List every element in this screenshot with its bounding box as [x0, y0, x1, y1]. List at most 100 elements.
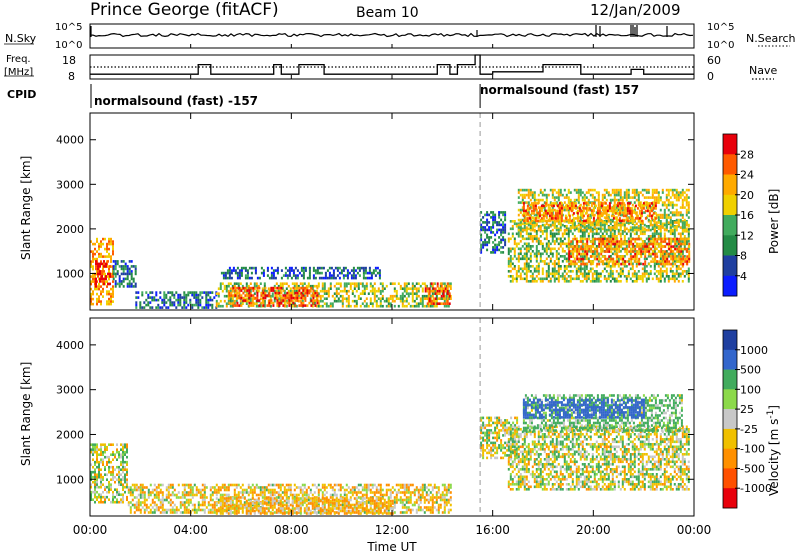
data-cell — [327, 294, 330, 298]
data-cell — [177, 301, 180, 304]
data-cell — [153, 496, 156, 499]
data-cell — [578, 260, 581, 263]
data-cell — [139, 491, 142, 494]
data-cell — [663, 252, 666, 256]
data-cell — [509, 255, 512, 258]
data-cell — [535, 232, 538, 236]
data-cell — [614, 242, 617, 246]
data-cell — [604, 202, 607, 205]
data-cell — [677, 280, 680, 283]
data-cell — [98, 252, 100, 256]
data-cell — [329, 284, 332, 288]
data-cell — [611, 198, 614, 202]
data-cell — [638, 237, 641, 241]
data-cell — [565, 280, 568, 283]
data-cell — [109, 282, 111, 286]
data-cell — [288, 294, 291, 297]
data-cell — [541, 272, 544, 276]
data-cell — [122, 458, 124, 461]
data-cell — [165, 496, 168, 499]
data-cell — [573, 221, 576, 224]
data-cell — [521, 193, 524, 197]
data-cell — [605, 232, 608, 236]
data-cell — [635, 232, 638, 236]
data-cell — [655, 223, 658, 227]
data-cell — [102, 242, 104, 246]
data-cell — [619, 206, 622, 209]
data-cell — [625, 196, 628, 199]
data-cell — [141, 491, 144, 494]
data-cell — [253, 292, 256, 295]
data-cell — [629, 235, 632, 238]
data-cell — [596, 262, 599, 266]
data-cell — [513, 247, 516, 251]
data-cell — [630, 255, 633, 258]
data-cell — [543, 223, 546, 227]
data-cell — [446, 297, 449, 300]
data-cell — [114, 495, 116, 499]
data-cell — [229, 299, 232, 303]
data-cell — [118, 493, 120, 496]
data-cell — [621, 223, 624, 227]
data-cell — [303, 294, 306, 298]
data-cell — [332, 276, 335, 280]
data-cell — [120, 443, 122, 446]
data-cell — [124, 490, 126, 494]
data-cell — [313, 284, 316, 288]
data-cell — [652, 245, 655, 248]
data-cell — [553, 277, 556, 281]
data-cell — [330, 266, 333, 270]
data-cell — [509, 227, 512, 231]
data-cell — [328, 276, 331, 280]
data-cell — [606, 204, 609, 208]
data-cell — [423, 294, 426, 298]
data-cell — [567, 227, 570, 231]
data-cell — [583, 257, 586, 261]
data-cell — [605, 188, 608, 192]
data-cell — [443, 284, 446, 288]
data-cell — [290, 291, 293, 295]
data-cell — [304, 304, 307, 307]
data-cell — [576, 219, 579, 223]
data-cell — [254, 266, 257, 270]
data-cell — [273, 284, 276, 288]
data-cell — [391, 299, 394, 303]
data-cell — [525, 245, 528, 248]
data-cell — [439, 297, 442, 300]
data-cell — [650, 217, 653, 220]
data-cell — [585, 191, 588, 194]
data-cell — [588, 219, 591, 223]
data-cell — [551, 221, 554, 224]
data-cell — [102, 475, 104, 479]
data-cell — [653, 235, 656, 238]
data-cell — [255, 284, 258, 288]
data-cell — [576, 217, 579, 220]
data-cell — [336, 266, 339, 270]
data-cell — [576, 250, 579, 253]
data-cell — [655, 275, 658, 278]
data-cell — [357, 287, 360, 290]
data-cell — [687, 228, 690, 232]
data-cell — [559, 275, 562, 278]
data-cell — [324, 276, 327, 280]
data-cell — [624, 260, 627, 263]
data-cell — [554, 209, 557, 213]
data-cell — [231, 289, 234, 293]
data-cell — [572, 245, 575, 248]
data-cell — [334, 266, 337, 270]
data-cell — [613, 237, 616, 241]
data-cell — [569, 275, 572, 278]
data-cell — [235, 299, 238, 303]
data-cell — [278, 304, 281, 307]
data-cell — [588, 245, 591, 248]
data-cell — [288, 291, 291, 295]
data-cell — [484, 226, 487, 229]
data-cell — [368, 271, 371, 275]
data-cell — [244, 286, 247, 290]
data-cell — [490, 228, 493, 232]
data-cell — [579, 260, 582, 263]
data-cell — [157, 496, 160, 499]
data-cell — [370, 271, 373, 275]
data-cell — [610, 214, 613, 218]
data-cell — [105, 275, 107, 278]
